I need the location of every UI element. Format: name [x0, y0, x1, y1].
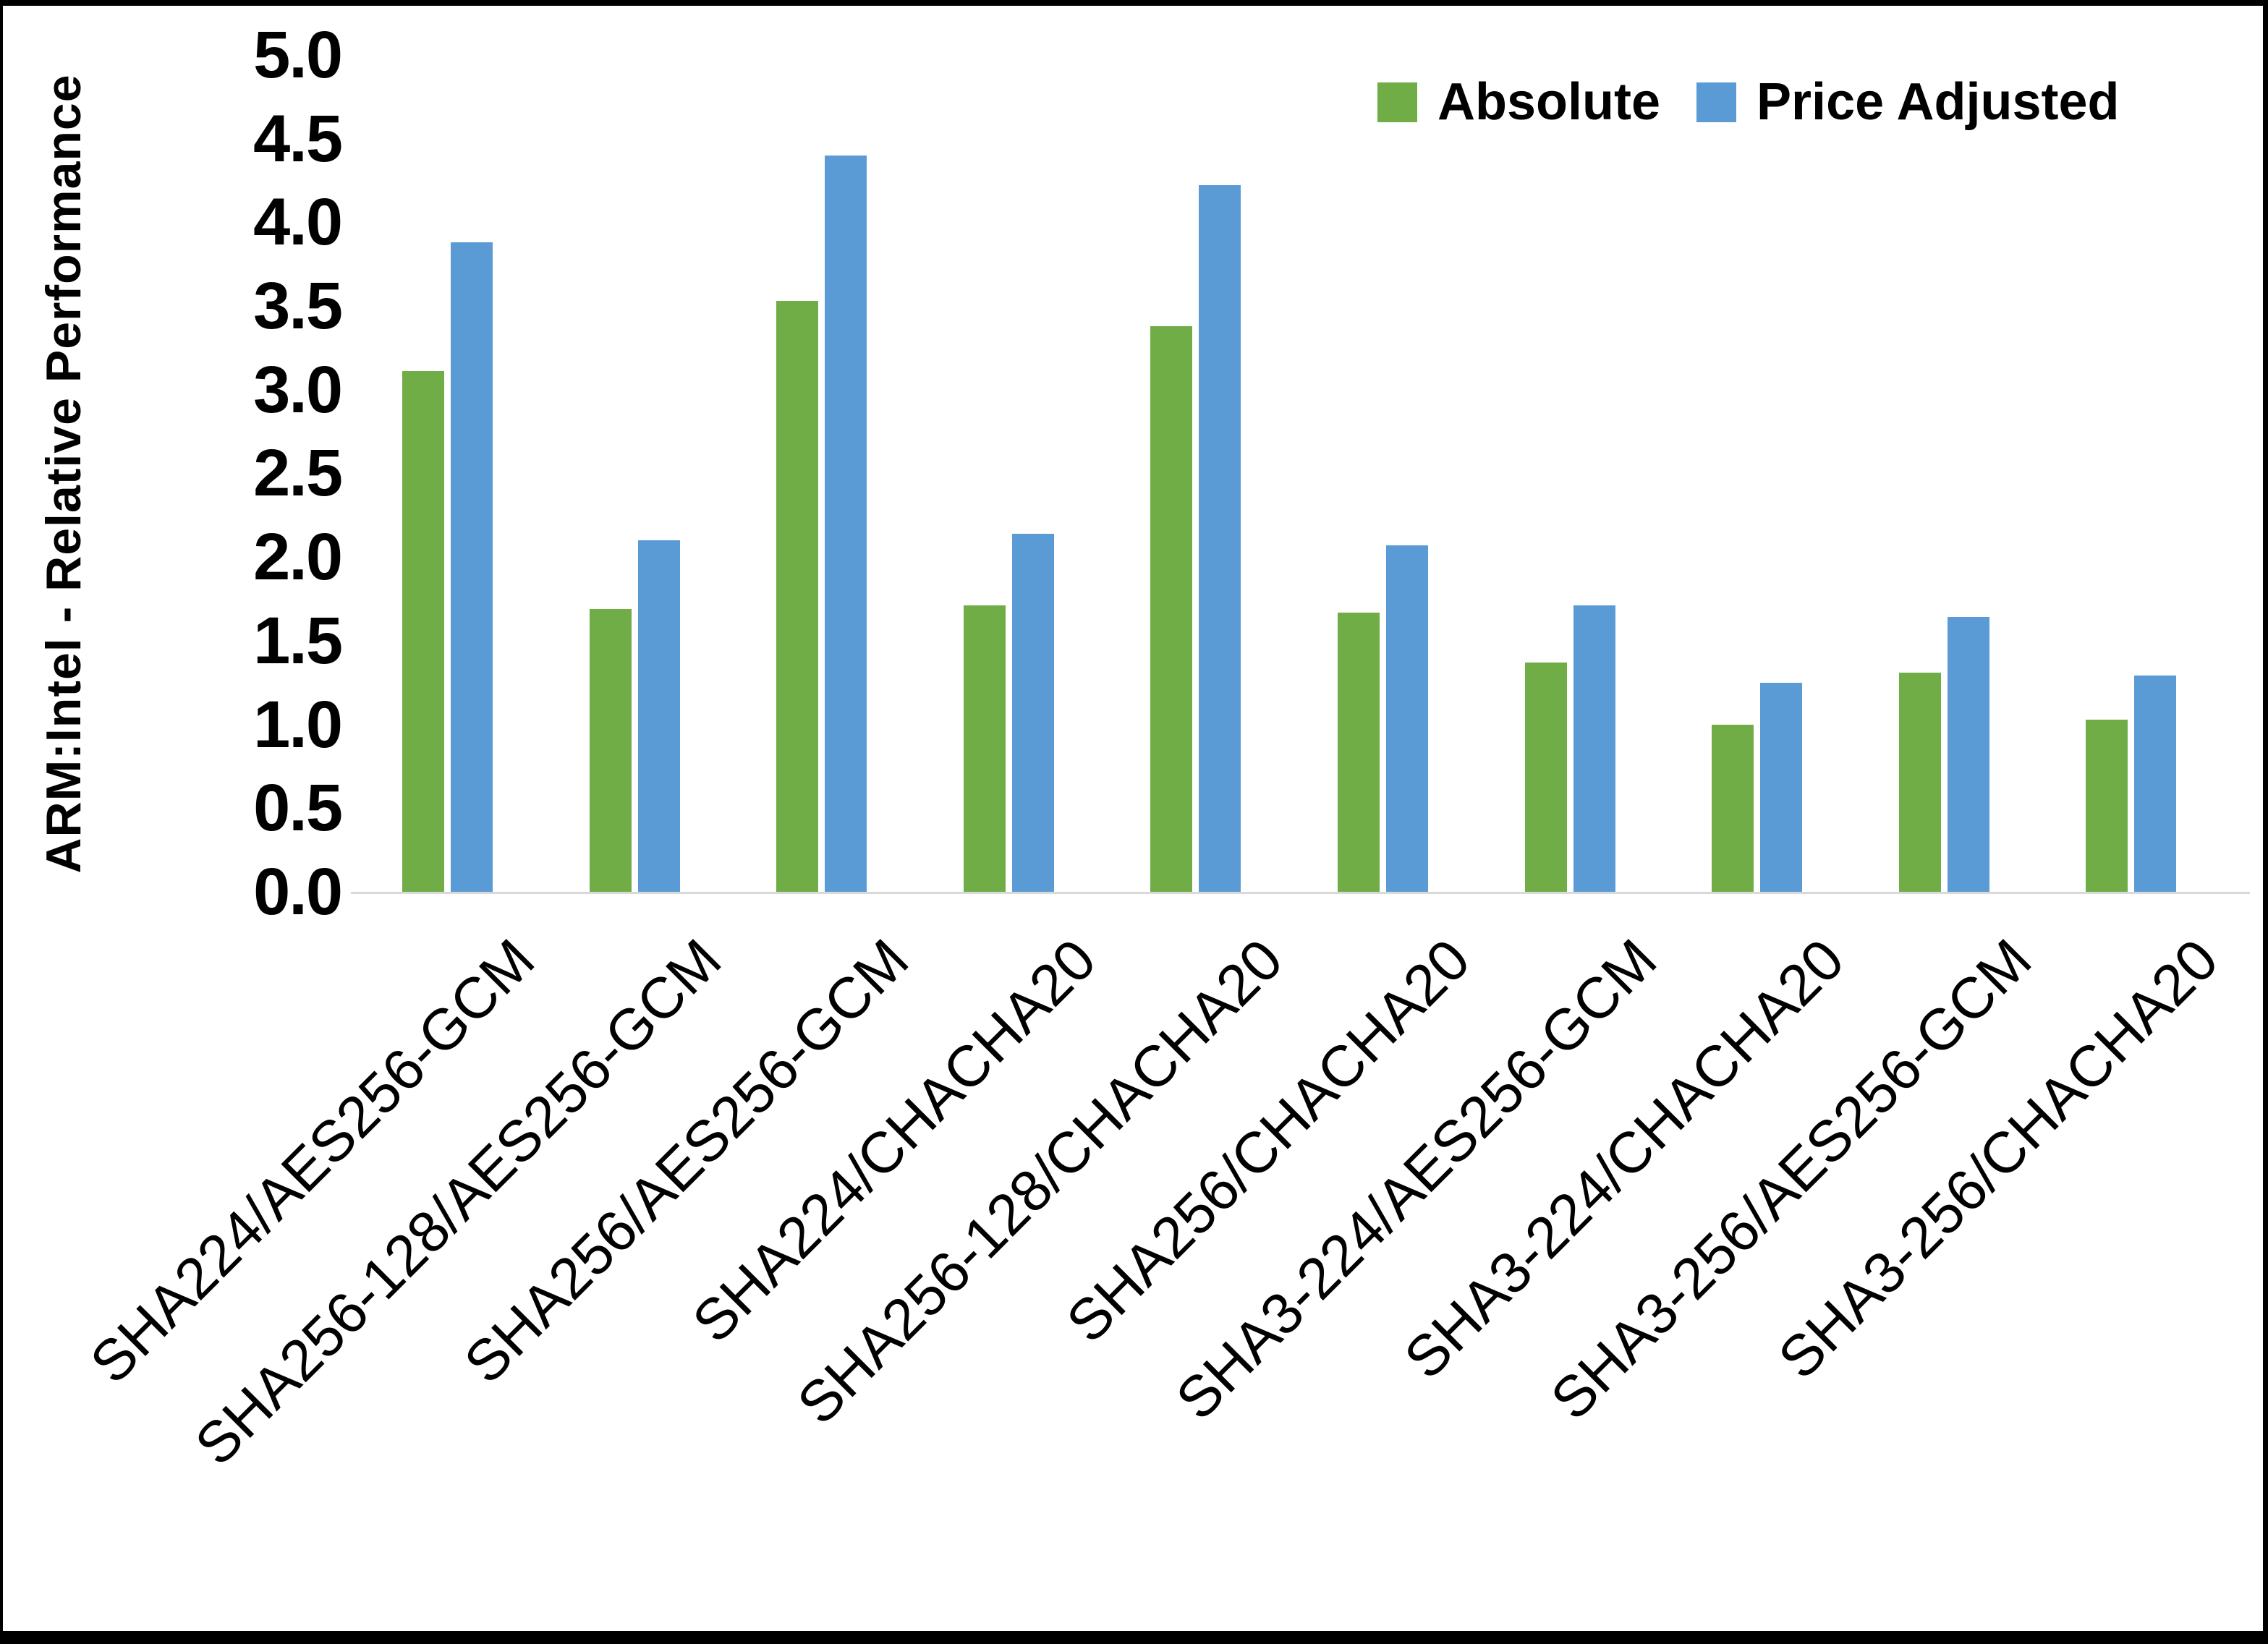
- y-tick-label: 4.5: [253, 101, 343, 176]
- frame-border-right: [2263, 0, 2268, 1644]
- y-axis-title: ARM:Intel - Relative Performance: [36, 74, 91, 874]
- bar-absolute: [2086, 719, 2128, 892]
- bar-absolute: [402, 371, 444, 892]
- bar-absolute: [589, 608, 632, 892]
- bar-price-adjusted: [825, 155, 867, 892]
- y-tick-label: 4.0: [253, 185, 343, 260]
- bar-price-adjusted: [1386, 545, 1428, 892]
- y-tick-label: 1.5: [253, 603, 343, 678]
- bar-absolute: [963, 605, 1006, 892]
- bar-absolute: [1898, 672, 1941, 892]
- chart-legend: Absolute Price Adjusted: [1377, 72, 2119, 132]
- bar-price-adjusted: [637, 540, 680, 892]
- bar-price-adjusted: [2134, 676, 2177, 892]
- legend-item-price-adjusted: Price Adjusted: [1696, 72, 2119, 132]
- legend-label-absolute: Absolute: [1437, 73, 1661, 131]
- y-tick-label: 5.0: [253, 17, 343, 92]
- legend-swatch-absolute: [1377, 82, 1417, 122]
- y-tick-label: 2.5: [253, 436, 343, 511]
- y-tick-label: 2.0: [253, 520, 343, 595]
- bar-price-adjusted: [1573, 605, 1615, 892]
- bar-price-adjusted: [1011, 533, 1054, 892]
- y-tick-label: 3.0: [253, 352, 343, 427]
- bar-price-adjusted: [451, 242, 493, 892]
- bar-absolute: [1150, 325, 1193, 892]
- y-tick-label: 0.0: [253, 855, 343, 929]
- bar-absolute: [1338, 612, 1380, 892]
- x-axis-baseline: [351, 892, 2250, 894]
- y-tick-label: 0.5: [253, 771, 343, 846]
- legend-label-price-adjusted: Price Adjusted: [1757, 73, 2120, 131]
- bar-absolute: [776, 301, 819, 892]
- frame-border-bottom: [0, 1631, 2268, 1644]
- bar-price-adjusted: [1199, 185, 1241, 892]
- frame-border-top: [0, 0, 2268, 6]
- bar-absolute: [1712, 724, 1754, 892]
- y-tick-label: 3.5: [253, 268, 343, 343]
- bar-price-adjusted: [1760, 682, 1803, 892]
- bar-price-adjusted: [1947, 617, 1989, 892]
- legend-item-absolute: Absolute: [1377, 72, 1660, 132]
- legend-swatch-price-adjusted: [1696, 82, 1737, 122]
- bar-absolute: [1524, 662, 1567, 892]
- y-tick-label: 1.0: [253, 687, 343, 762]
- frame-border-left: [0, 0, 3, 1644]
